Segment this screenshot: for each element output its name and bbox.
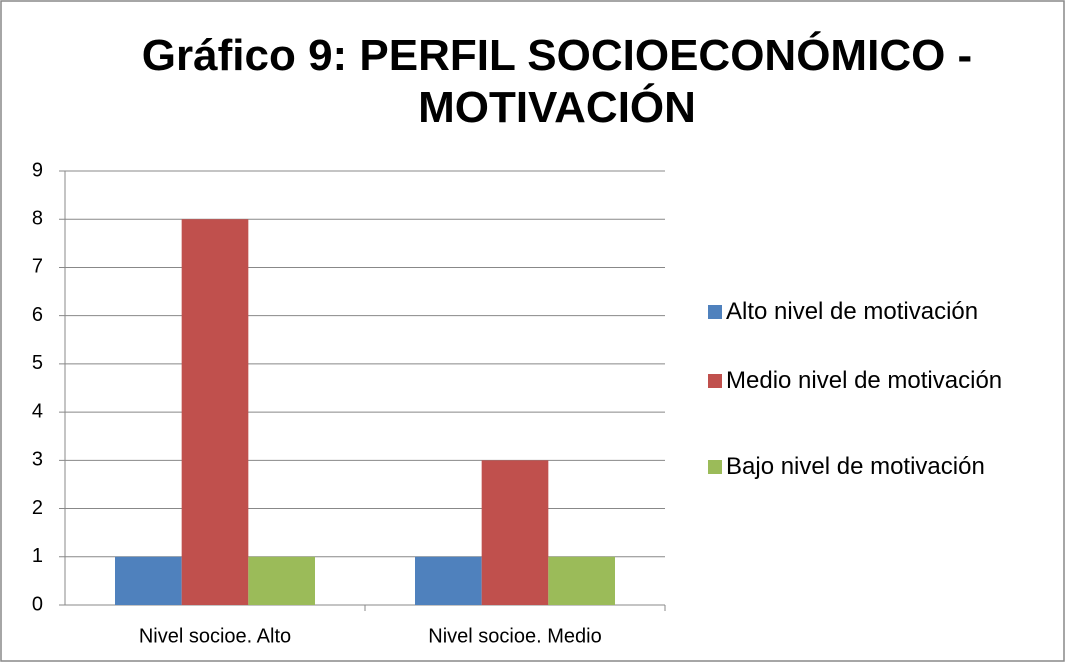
bar: [548, 556, 615, 605]
y-tick-label: 0: [32, 593, 43, 615]
y-tick-label: 7: [32, 256, 43, 278]
legend-swatch: [708, 305, 722, 319]
legend-swatch: [708, 374, 722, 388]
x-tick-label: Nivel socioe. Medio: [428, 625, 601, 647]
legend-item: Medio nivel de motivación: [708, 367, 1048, 395]
y-tick-label: 8: [32, 208, 43, 230]
legend-swatch: [708, 460, 722, 474]
chart-title: Gráfico 9: PERFIL SOCIOECONÓMICO - MOTIV…: [141, 31, 973, 132]
y-tick-label: 6: [32, 304, 43, 326]
y-tick-label: 4: [32, 400, 43, 422]
bar: [181, 219, 249, 605]
legend-label: Medio nivel de motivación: [726, 367, 1003, 394]
y-tick-label: 1: [32, 545, 43, 567]
legend-item: Bajo nivel de motivación: [708, 453, 1048, 481]
legend-label: Alto nivel de motivación: [726, 298, 979, 325]
bar: [115, 556, 182, 605]
y-tick-label: 3: [32, 449, 43, 471]
x-tick-label: Nivel socioe. Alto: [139, 625, 291, 647]
y-tick-label: 9: [32, 159, 43, 181]
legend-item: Alto nivel de motivación: [708, 298, 1048, 326]
y-tick-label: 5: [32, 352, 43, 374]
bar: [415, 556, 482, 605]
bar: [481, 460, 549, 605]
legend-label: Bajo nivel de motivación: [726, 453, 985, 480]
bar: [248, 556, 315, 605]
y-tick-label: 2: [32, 497, 43, 519]
